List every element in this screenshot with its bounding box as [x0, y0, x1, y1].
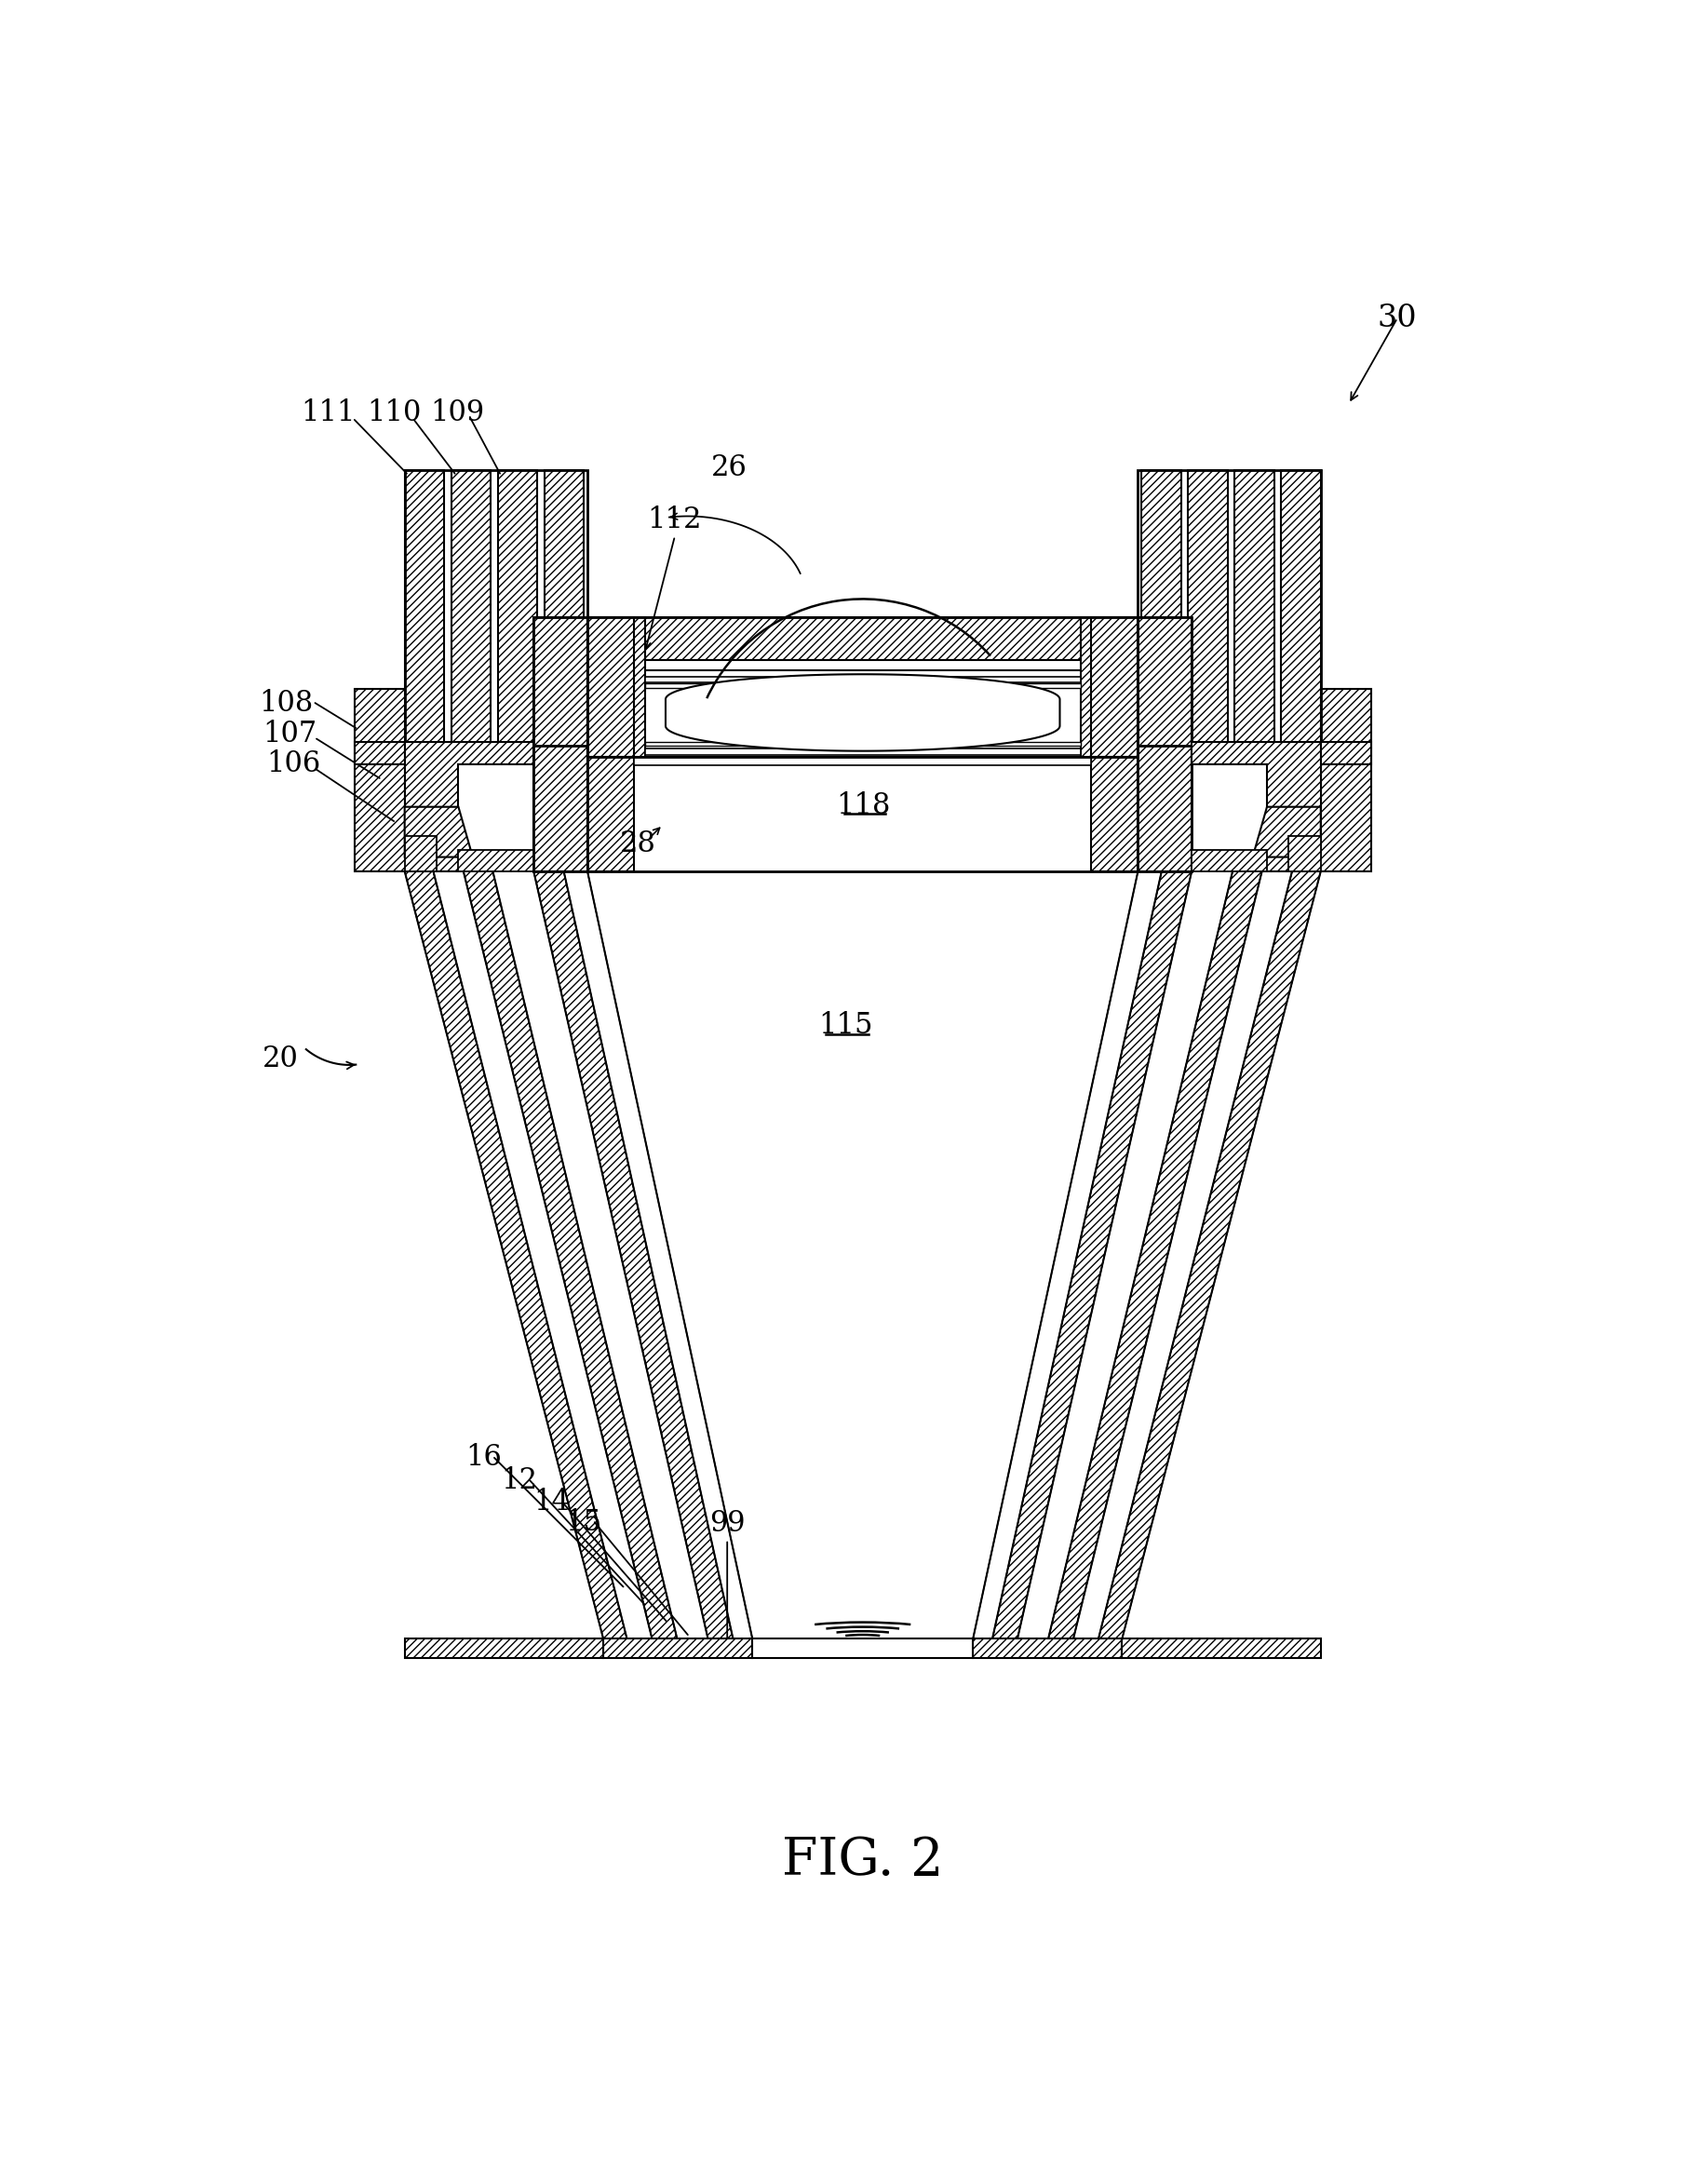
Bar [451, 470, 490, 747]
Bar [603, 1638, 753, 1658]
Bar [645, 677, 1081, 681]
Polygon shape [355, 688, 461, 871]
Polygon shape [493, 871, 707, 1638]
Bar [588, 616, 635, 756]
Bar [588, 756, 635, 871]
Polygon shape [1192, 743, 1320, 806]
Text: 107: 107 [263, 719, 317, 749]
Bar [1122, 1638, 1320, 1658]
Bar [1142, 470, 1180, 747]
Polygon shape [1073, 871, 1292, 1638]
Polygon shape [463, 871, 677, 1638]
Bar [588, 616, 1138, 756]
Polygon shape [665, 675, 1059, 751]
Text: 28: 28 [620, 830, 655, 858]
Bar [645, 749, 1081, 753]
Text: 118: 118 [837, 791, 891, 819]
Text: 110: 110 [367, 397, 421, 428]
Bar [588, 756, 1138, 871]
Bar [1282, 470, 1320, 747]
Text: 112: 112 [648, 507, 702, 535]
Text: FIG. 2: FIG. 2 [781, 1835, 943, 1887]
Bar [1234, 470, 1275, 747]
Polygon shape [404, 836, 436, 871]
Text: 111: 111 [301, 397, 355, 428]
Text: 99: 99 [709, 1509, 744, 1538]
Polygon shape [992, 871, 1192, 1638]
Bar [1081, 616, 1138, 756]
Polygon shape [404, 743, 534, 806]
Bar [404, 1638, 603, 1658]
Bar [544, 470, 584, 747]
Polygon shape [1253, 806, 1320, 856]
Bar [753, 1638, 973, 1658]
Bar [498, 470, 537, 747]
Bar [588, 660, 1138, 670]
Polygon shape [404, 806, 473, 856]
Polygon shape [1263, 688, 1371, 871]
Polygon shape [1192, 850, 1266, 871]
Text: 12: 12 [502, 1465, 537, 1496]
Polygon shape [1288, 836, 1320, 871]
Polygon shape [404, 871, 626, 1638]
Text: 106: 106 [266, 749, 320, 778]
Text: 109: 109 [429, 397, 483, 428]
Text: 115: 115 [818, 1011, 872, 1040]
Bar [404, 470, 445, 747]
Bar [534, 616, 588, 871]
Text: 15: 15 [566, 1507, 601, 1538]
Text: 108: 108 [259, 688, 313, 716]
Bar [1138, 470, 1320, 747]
Bar [1091, 616, 1138, 756]
Bar [645, 684, 1081, 688]
Text: 26: 26 [711, 454, 748, 483]
Bar [1189, 470, 1228, 747]
Bar [1138, 616, 1192, 871]
Text: 14: 14 [534, 1487, 569, 1516]
Bar [404, 470, 588, 747]
Bar [645, 743, 1081, 747]
Polygon shape [458, 850, 534, 871]
Text: 16: 16 [465, 1444, 502, 1472]
Bar [588, 616, 645, 756]
Bar [1091, 756, 1138, 871]
Polygon shape [1017, 871, 1233, 1638]
Polygon shape [1098, 871, 1320, 1638]
Bar [973, 1638, 1122, 1658]
Bar [588, 616, 1138, 660]
Bar [635, 756, 1091, 764]
Text: 20: 20 [263, 1044, 298, 1075]
Polygon shape [355, 743, 404, 764]
Polygon shape [534, 871, 733, 1638]
Polygon shape [1049, 871, 1261, 1638]
Polygon shape [564, 871, 753, 1638]
Polygon shape [1320, 743, 1371, 764]
Polygon shape [433, 871, 652, 1638]
Polygon shape [973, 871, 1162, 1638]
Text: 30: 30 [1378, 304, 1418, 332]
Bar [1138, 616, 1192, 871]
Bar [534, 616, 588, 871]
